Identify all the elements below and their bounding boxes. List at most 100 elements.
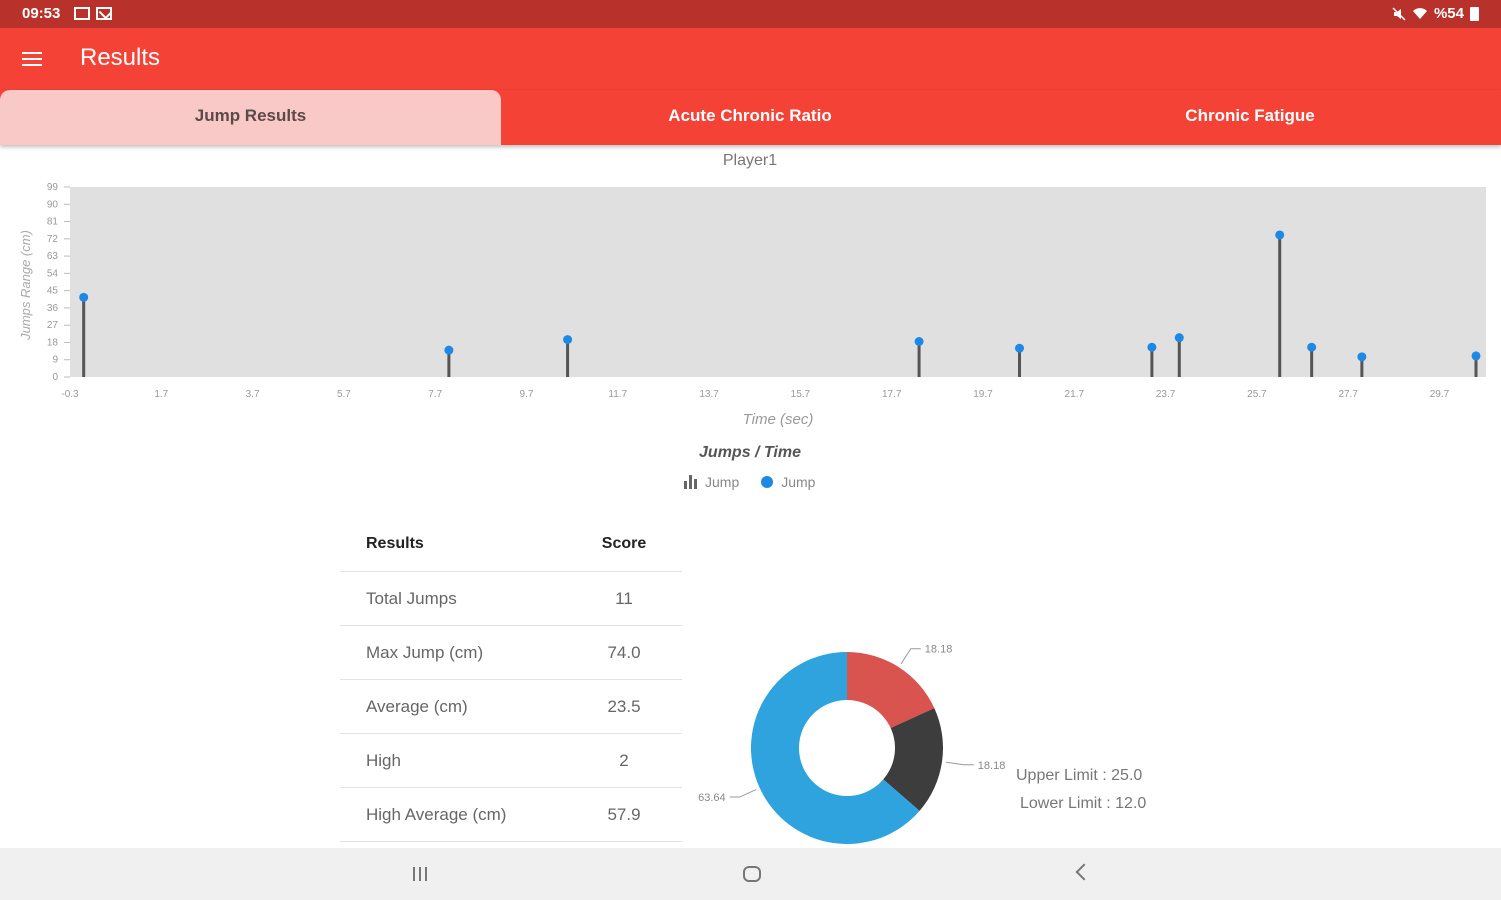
donut-label-line [729, 789, 757, 798]
back-icon[interactable] [1075, 863, 1093, 881]
x-tick-label: 1.7 [154, 389, 168, 400]
x-tick-label: 7.7 [428, 389, 442, 400]
donut-slice [847, 652, 935, 729]
y-tick-label: 36 [47, 303, 59, 314]
donut-label: 18.18 [978, 760, 1006, 772]
x-tick-label: 29.7 [1430, 389, 1450, 400]
status-time: 09:53 [22, 5, 61, 22]
jump-bar [1018, 348, 1022, 377]
tab-acute-chronic-ratio[interactable]: Acute Chronic Ratio [668, 106, 832, 125]
row-score: 74.0 [607, 642, 641, 662]
legend-label-point: Jump [781, 474, 816, 490]
x-axis-label: Time (sec) [743, 411, 814, 428]
jump-point [444, 345, 454, 355]
jump-point [1357, 352, 1367, 362]
table-row: Max Jump (cm) 74.0 [340, 626, 682, 680]
wifi-icon [1412, 8, 1427, 19]
mute-icon [1392, 6, 1406, 21]
row-score: 11 [615, 588, 633, 608]
status-notification-icons [74, 7, 112, 20]
x-tick-label: 9.7 [520, 389, 534, 400]
row-label: Total Jumps [366, 588, 457, 608]
tab-jump-results[interactable]: Jump Results [0, 90, 501, 145]
donut-label: 63.64 [698, 792, 726, 804]
upper-limit: Upper Limit : 25.0 [1016, 767, 1143, 784]
jump-bar [1278, 234, 1282, 377]
table-row: Total Jumps 11 [340, 572, 682, 626]
status-right: %54 [1392, 5, 1479, 22]
jump-point [79, 292, 89, 302]
jumps-time-chart: Player1 0 9 18 27 36 45 54 63 72 81 90 99 -0.3 1.7 3.… [18, 152, 1486, 461]
donut-slice [751, 652, 920, 844]
donut-label-line [945, 761, 974, 766]
row-label: High [366, 750, 401, 770]
jump-bar [1310, 347, 1314, 377]
x-tick-label: 17.7 [882, 389, 902, 400]
recent-apps-icon[interactable] [413, 867, 427, 881]
y-tick-label: 45 [47, 286, 59, 297]
y-tick-label: 0 [52, 372, 58, 383]
y-tick-label: 90 [47, 199, 59, 210]
x-tick-label: 13.7 [699, 389, 719, 400]
bar-chart-icon [684, 475, 697, 489]
jump-bar [1177, 337, 1181, 377]
gallery-icon [74, 7, 90, 20]
jump-bar [447, 350, 451, 377]
y-tick-label: 9 [52, 355, 58, 366]
legend-label-bar: Jump [705, 474, 740, 490]
x-tick-label: 15.7 [791, 389, 811, 400]
jump-distribution-donut: 18.18 18.18 63.64 [698, 644, 1006, 844]
page-title: Results [80, 44, 161, 71]
y-tick-label: 63 [47, 251, 59, 262]
row-label: Average (cm) [366, 696, 468, 716]
chart-title: Player1 [723, 152, 777, 169]
jump-point [563, 335, 573, 345]
table-row: Average (cm) 23.5 [340, 680, 682, 734]
tab-chronic-fatigue[interactable]: Chronic Fatigue [1185, 106, 1315, 125]
system-nav-bar [0, 848, 1501, 900]
mail-icon [96, 7, 112, 20]
donut-label: 18.18 [925, 644, 953, 656]
row-score: 2 [619, 750, 629, 770]
jump-point [1471, 351, 1481, 361]
jump-point [1015, 343, 1025, 353]
x-tick-label: 21.7 [1065, 389, 1085, 400]
y-tick-label: 54 [47, 268, 59, 279]
header-results: Results [366, 534, 424, 552]
results-table: Results Score Total Jumps 11 Max Jump (c… [340, 516, 682, 842]
header-score: Score [601, 534, 647, 552]
lower-limit: Lower Limit : 12.0 [1020, 795, 1147, 812]
menu-icon[interactable] [22, 52, 42, 66]
table-row: High 2 [340, 734, 682, 788]
jump-bar [917, 341, 921, 377]
donut-slice [883, 708, 943, 811]
row-label: Max Jump (cm) [366, 642, 484, 662]
y-tick-label: 81 [47, 217, 59, 228]
x-tick-label: 19.7 [973, 389, 993, 400]
row-score: 57.9 [607, 804, 641, 824]
x-tick-label: -0.3 [61, 389, 79, 400]
app-bar: Results [0, 28, 1501, 90]
x-tick-label: 27.7 [1338, 389, 1358, 400]
jump-point [1307, 342, 1317, 352]
battery-icon [1470, 6, 1479, 21]
y-tick-label: 18 [47, 337, 59, 348]
jump-bar [566, 339, 570, 377]
status-bar: 09:53 %54 [0, 0, 1501, 28]
chart-description: Jumps / Time [699, 444, 801, 461]
y-axis-label: Jumps Range (cm) [18, 230, 33, 341]
jump-bar [1150, 347, 1154, 377]
tab-bar: Jump Results Acute Chronic Ratio Chronic… [0, 90, 1501, 145]
row-label: High Average (cm) [366, 804, 507, 824]
jump-point [1174, 333, 1184, 343]
row-score: 23.5 [607, 696, 641, 716]
jump-bar [1360, 356, 1364, 377]
x-tick-label: 25.7 [1247, 389, 1267, 400]
x-tick-label: 23.7 [1156, 389, 1176, 400]
jump-bar [1474, 355, 1478, 377]
plot-area [70, 187, 1486, 377]
home-icon[interactable] [743, 866, 761, 882]
limits-box: Upper Limit : 25.0 Lower Limit : 12.0 [1016, 762, 1146, 818]
x-tick-label: 11.7 [608, 389, 627, 400]
